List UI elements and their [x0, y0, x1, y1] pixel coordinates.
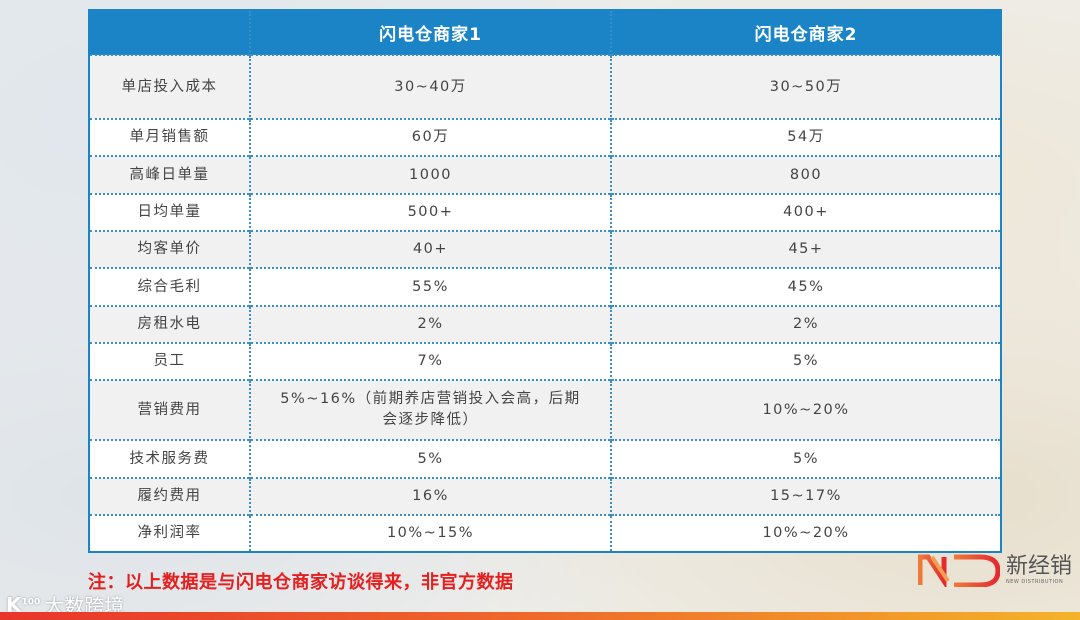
merchant2-value: 2%	[610, 304, 1000, 344]
table-row: 高峰日单量 1000 800	[90, 155, 1000, 194]
merchant1-value: 5%~16%（前期养店营销投入会高，后期会逐步降低）	[249, 379, 611, 441]
merchant1-value: 60万	[249, 117, 611, 157]
table-row: 房租水电 2% 2%	[90, 304, 1000, 344]
brand-name: 新经销	[1006, 554, 1073, 579]
nd-logo-icon	[918, 554, 1000, 587]
merchant1-value: 30~40万	[249, 54, 611, 119]
merchant2-value: 30~50万	[610, 54, 1000, 119]
header-merchant2: 闪电仓商家2	[610, 11, 1000, 55]
table-row: 单月销售额 60万 54万	[90, 117, 1000, 157]
table-row: 营销费用 5%~16%（前期养店营销投入会高，后期会逐步降低） 10%~20%	[90, 379, 1000, 441]
row-label: 综合毛利	[90, 267, 250, 306]
table-row: 单店投入成本 30~40万 30~50万	[90, 54, 1000, 119]
merchant1-value: 500+	[249, 192, 611, 232]
table-row: 净利润率 10%~15% 10%~20%	[90, 514, 1000, 551]
row-label: 单店投入成本	[90, 54, 250, 119]
k100-logo-icon: K100	[6, 592, 41, 617]
merchant2-value: 10%~20%	[610, 514, 1000, 551]
row-label: 净利润率	[90, 514, 250, 551]
brand-logo: 新经销 NEW DISTRIBUTION	[918, 553, 1072, 587]
table-row: 履约费用 16% 15~17%	[90, 476, 1000, 516]
merchant1-value: 2%	[249, 304, 611, 344]
row-label: 单月销售额	[90, 117, 250, 157]
table-row: 日均单量 500+ 400+	[90, 192, 1000, 232]
row-label: 高峰日单量	[90, 155, 250, 194]
row-label: 履约费用	[90, 476, 250, 516]
header-blank	[90, 11, 250, 55]
header-merchant1: 闪电仓商家1	[249, 11, 611, 55]
merchant2-value: 400+	[610, 192, 1000, 232]
bottom-accent-bar	[0, 612, 1080, 620]
table-row: 综合毛利 55% 45%	[90, 267, 1000, 306]
table-row: 均客单价 40+ 45+	[90, 230, 1000, 269]
row-label: 房租水电	[90, 304, 250, 344]
row-label: 均客单价	[90, 230, 250, 269]
brand-name-en: NEW DISTRIBUTION	[1006, 579, 1064, 585]
merchant1-value: 40+	[249, 230, 611, 269]
merchant2-value: 45+	[610, 230, 1000, 269]
row-label: 日均单量	[90, 192, 250, 232]
merchant1-value: 1000	[249, 155, 611, 194]
merchant2-value: 45%	[610, 267, 1000, 306]
table-row: 员工 7% 5%	[90, 342, 1000, 381]
row-label: 员工	[90, 342, 250, 381]
merchant2-value: 800	[610, 155, 1000, 194]
table-row: 技术服务费 5% 5%	[90, 439, 1000, 478]
merchant1-value: 16%	[249, 476, 611, 516]
row-label: 技术服务费	[90, 439, 250, 478]
merchant1-value: 55%	[249, 267, 611, 306]
table-header-row: 闪电仓商家1 闪电仓商家2	[90, 11, 1000, 55]
merchant2-value: 5%	[610, 439, 1000, 478]
footnote: 注：以上数据是与闪电仓商家访谈得来，非官方数据	[88, 572, 514, 593]
merchant1-value: 5%	[249, 439, 611, 478]
comparison-table: 闪电仓商家1 闪电仓商家2 单店投入成本 30~40万 30~50万 单月销售额…	[88, 9, 1002, 553]
merchant2-value: 15~17%	[610, 476, 1000, 516]
merchant2-value: 54万	[610, 117, 1000, 157]
merchant1-value: 10%~15%	[249, 514, 611, 551]
merchant2-value: 5%	[610, 342, 1000, 381]
merchant1-value: 7%	[249, 342, 611, 381]
merchant2-value: 10%~20%	[610, 379, 1000, 441]
row-label: 营销费用	[90, 379, 250, 441]
